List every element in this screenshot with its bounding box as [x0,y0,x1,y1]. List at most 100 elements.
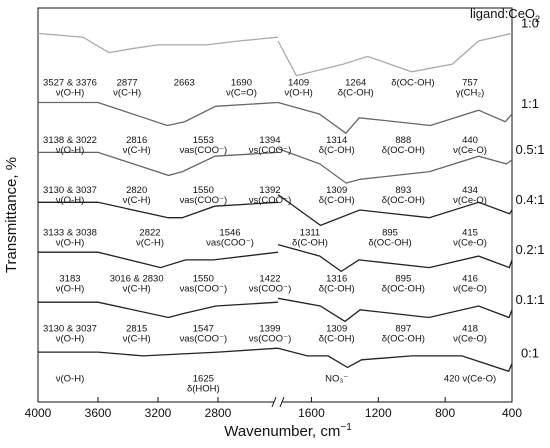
peak-annotation: 1547 [193,323,214,334]
peak-annotation: ν(Ce-O) [453,237,487,248]
peak-annotation: δ(C-OH) [319,195,355,206]
peak-annotation: ν(O-H) [284,88,313,99]
peak-annotation: 1546 [219,227,240,238]
peak-annotation: δ(OC-OH) [382,333,425,344]
legend-title: ligand:CeO2 [470,6,540,24]
peak-annotation: 2877 [117,78,138,89]
peak-annotation: ν(C-H) [123,195,151,206]
spectrum-line [277,297,513,323]
peak-annotation: 1553 [193,135,214,146]
peak-annotation: 1550 [193,273,214,284]
peak-annotation: 2815 [126,323,147,334]
peak-annotation: ν(O-H) [56,373,85,384]
peak-annotation: 2663 [174,78,195,89]
peak-annotation: ν(O-H) [56,283,85,294]
peak-annotation: 757 [462,78,478,89]
peak-annotation: 420 ν(Ce-O) [444,373,496,384]
peak-annotation: 2822 [139,227,160,238]
peak-annotation: 893 [395,185,411,196]
x-tick-label: 4000 [25,406,52,420]
peak-annotation: ν(Ce-O) [453,145,487,156]
peak-annotation: νs(COO⁻) [249,145,291,156]
peak-annotation: ν(O-H) [56,333,85,344]
peak-annotation: 1309 [326,323,347,334]
peak-annotation: ν(C-H) [136,237,164,248]
peak-annotation: δ(C-OH) [319,145,355,156]
axis-break-gap [274,396,282,408]
spectrum-line [37,32,279,54]
peak-annotation: νas(COO⁻) [179,145,227,156]
y-axis-label: Transmittance, % [3,157,20,273]
peak-annotation: 895 [382,227,398,238]
spectrum-line [38,251,279,269]
peak-annotation: ν(O-H) [56,195,85,206]
peak-annotation: 895 [395,273,411,284]
peak-annotation: 1264 [345,78,366,89]
peak-annotation: δ(HOH) [187,383,220,394]
peak-annotation: 888 [395,135,411,146]
peak-annotation: 897 [395,323,411,334]
x-tick-label: 3200 [145,406,172,420]
spectrum-line [277,243,513,273]
peak-annotation: ν(C-H) [123,283,151,294]
peak-annotation: 3183 [59,273,80,284]
series-ratio-label: 0:1 [521,346,539,361]
peak-annotation: 2820 [126,185,147,196]
peak-annotation: NO₃⁻ [325,373,348,384]
series-ratio-label: 0.2:1 [516,242,545,257]
peak-annotation: 434 [462,185,478,196]
x-axis-label: Wavenumber, cm−1 [224,422,352,440]
peak-annotation: 2816 [126,135,147,146]
peak-annotation: 1314 [326,135,347,146]
peak-annotation: 415 [462,227,478,238]
spectrum-line [277,32,513,77]
peak-annotation: 1316 [326,273,347,284]
peak-annotation: νas(COO⁻) [179,195,227,206]
peak-annotation: 1550 [193,185,214,196]
axis-break-mark [271,396,277,408]
peak-annotation: ν(C-H) [123,145,151,156]
spectrum-line [38,201,279,219]
peak-annotation: 3138 & 3022 [43,135,97,146]
axis-break [271,396,285,408]
series-ratio-label: 1:0 [521,15,539,30]
peak-annotation: 1392 [259,185,280,196]
peak-annotation: δ(OC-OH) [382,283,425,294]
peak-annotation: νas(COO⁻) [179,283,227,294]
peak-annotation: 1311 [300,227,320,238]
series-ratio-label: 0.5:1 [516,142,545,157]
peak-annotation: ν(O-H) [56,145,85,156]
peak-annotation: δ(OC-OH) [382,195,425,206]
spectrum-line [277,101,513,135]
peak-annotation: νs(COO⁻) [249,195,291,206]
peak-annotation: νs(COO⁻) [249,333,291,344]
peak-annotation: γ(CH₂) [456,88,485,99]
peak-annotation: 1409 [288,78,309,89]
peak-annotation: 3016 & 2830 [110,273,164,284]
peak-annotation: 1625 [193,373,214,384]
peak-annotation: 1394 [259,135,280,146]
peak-annotation: 416 [462,273,478,284]
peak-annotation: 3133 & 3038 [43,227,97,238]
x-tick-label: 2800 [205,406,232,420]
peak-annotation: 1399 [259,323,280,334]
axis-break-mark [279,396,285,408]
spectrum-line [38,347,279,357]
spectrum-line [277,194,513,227]
peak-annotation: ν(Ce-O) [453,333,487,344]
peak-annotation: 1309 [326,185,347,196]
peak-annotation: νs(COO⁻) [249,283,291,294]
plot-frame [37,7,513,408]
peak-annotation: δ(C-OH) [292,237,328,248]
series-ratio-label: 1:1 [521,96,539,111]
spectrum-line [38,101,279,127]
peak-annotation: ν(Ce-O) [453,283,487,294]
peak-annotation: δ(C-OH) [319,333,355,344]
spectra-group: 1:0 1:1 0.5:1 0.4:1 0.2:1 0.1:1 0:1 [37,15,545,373]
peak-annotation: δ(OC-OH) [368,237,411,248]
x-tick-label: 1600 [298,406,325,420]
series-ratio-label: 0.1:1 [516,292,545,307]
spectrum-line [38,301,279,319]
x-tick-label: 800 [435,406,455,420]
